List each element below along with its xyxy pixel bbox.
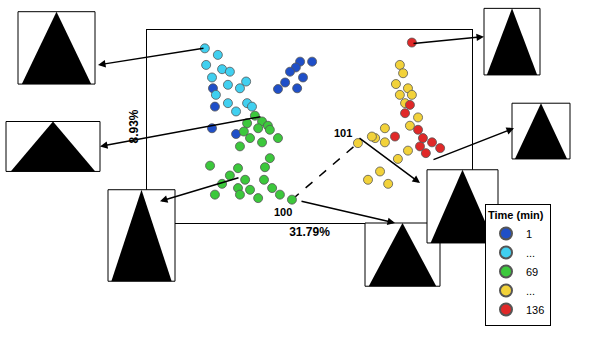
svg-text:136: 136	[526, 304, 544, 316]
svg-text:Time (min): Time (min)	[488, 209, 544, 221]
svg-text:100: 100	[274, 206, 292, 218]
svg-text:31.79%: 31.79%	[289, 225, 330, 239]
svg-text:1: 1	[526, 228, 532, 240]
svg-text:...: ...	[526, 247, 535, 259]
svg-text:69: 69	[526, 266, 538, 278]
svg-text:101: 101	[334, 127, 352, 139]
svg-text:8.93%: 8.93%	[127, 109, 141, 143]
svg-text:...: ...	[526, 285, 535, 297]
